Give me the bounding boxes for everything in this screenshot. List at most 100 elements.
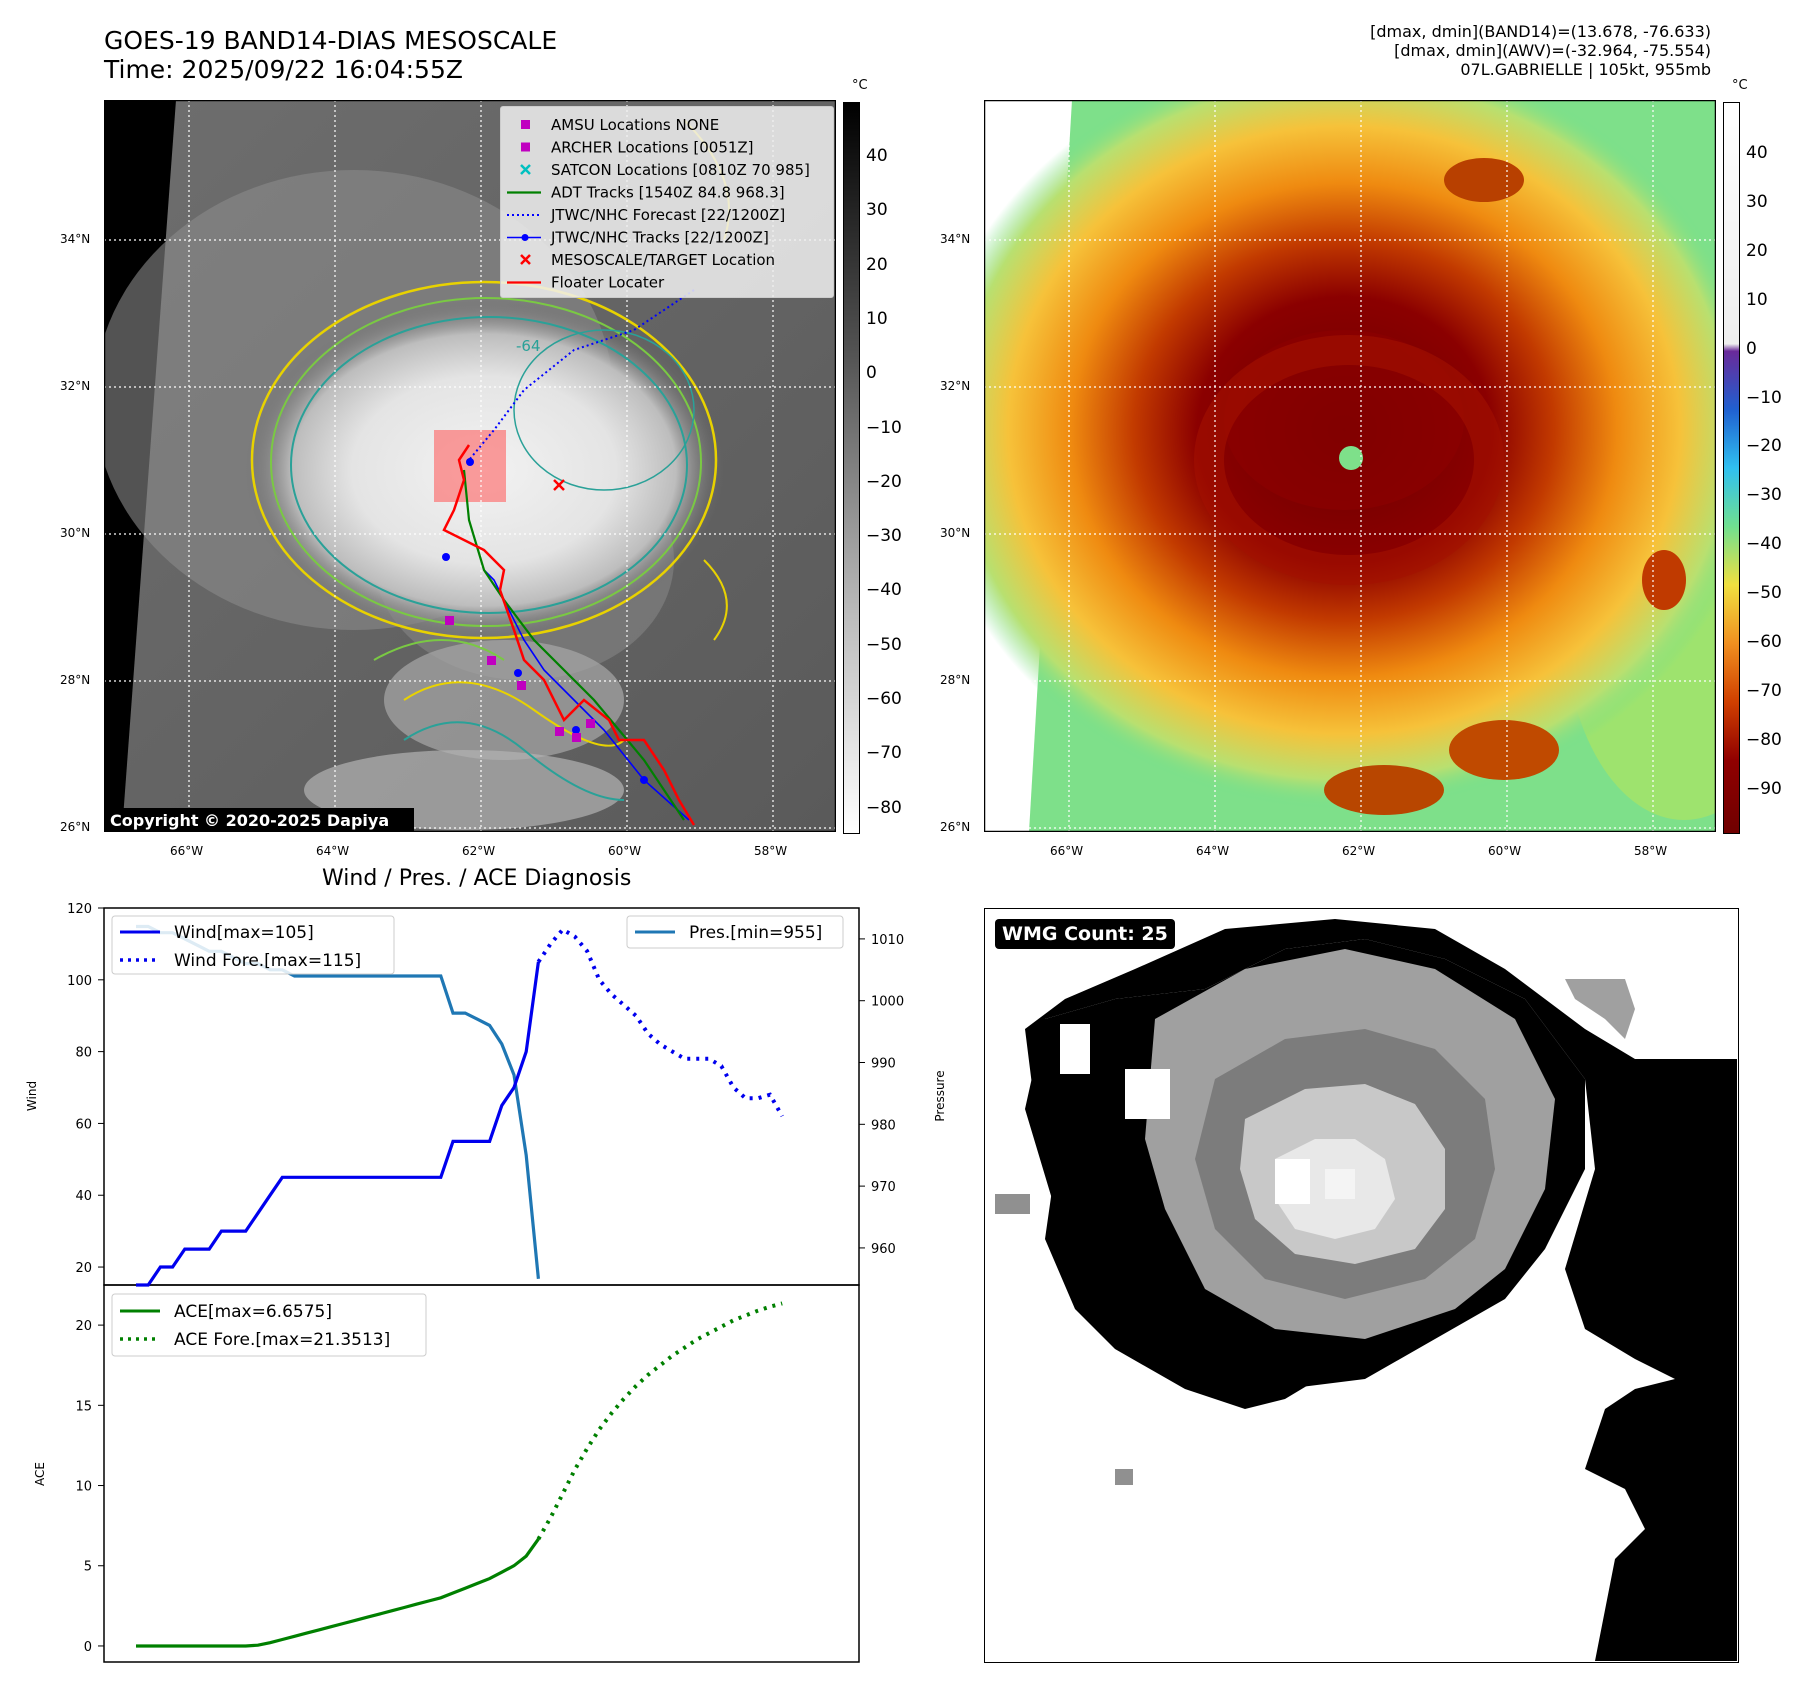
map-lat-28: 28°N bbox=[60, 673, 91, 687]
colorbar-tick: 20 bbox=[866, 254, 888, 275]
ace-axes-frame bbox=[103, 1284, 860, 1663]
colorbar-tick: −60 bbox=[866, 689, 902, 709]
copyright-label: Copyright © 2020-2025 Dapiya bbox=[110, 811, 389, 830]
ir-lon-58: 58°W bbox=[1634, 844, 1668, 858]
pres-tick-label: 960 bbox=[871, 1242, 896, 1257]
colorbar-tick: 0 bbox=[1746, 338, 1757, 359]
pressure-ylabel: Pressure bbox=[933, 1070, 947, 1121]
colorbar-tick: −50 bbox=[1746, 583, 1782, 604]
ir-lon-66: 66°W bbox=[1050, 844, 1084, 858]
pressure-line bbox=[136, 924, 540, 1279]
wind-ylabel: Wind bbox=[25, 1081, 39, 1111]
ir-lat-32: 32°N bbox=[940, 379, 971, 393]
wind-line bbox=[136, 961, 540, 1287]
ace-line bbox=[136, 1538, 540, 1648]
legend-entry: SATCON Locations [0810Z 70 985] bbox=[520, 161, 810, 179]
colorbar-tick: −20 bbox=[1746, 436, 1782, 457]
colorbar-tick: −20 bbox=[866, 471, 902, 492]
colorbar-tick: −90 bbox=[1746, 778, 1782, 799]
figure-title: GOES-19 BAND14-DIAS MESOSCALE Time: 2025… bbox=[104, 26, 557, 84]
info-block: [dmax, dmin](BAND14)=(13.678, -76.633) [… bbox=[1370, 22, 1711, 79]
wind-tick-label: 20 bbox=[75, 1261, 92, 1276]
legend-wind-fore: Wind Fore.[max=115] bbox=[174, 951, 361, 971]
ir-lat-34: 34°N bbox=[940, 232, 971, 246]
map-lat-34: 34°N bbox=[60, 232, 91, 246]
wind-tick-label: 120 bbox=[67, 902, 92, 917]
legend-entry: Floater Locater bbox=[507, 274, 665, 292]
legend-marker-dot bbox=[521, 234, 529, 241]
contour-label: -64 bbox=[516, 337, 541, 355]
colorbar-tick: −80 bbox=[1746, 729, 1782, 750]
map-lon-62: 62°W bbox=[462, 844, 496, 858]
ir-image bbox=[924, 50, 1797, 833]
wind-legend: Wind[max=105] Wind Fore.[max=115] bbox=[111, 915, 395, 975]
legend-ace: ACE[max=6.6575] bbox=[174, 1302, 332, 1322]
legend-label: AMSU Locations NONE bbox=[551, 116, 719, 134]
map-colorbar bbox=[843, 102, 860, 834]
colorbar-tick: 40 bbox=[866, 146, 888, 166]
ir-panel bbox=[924, 50, 1797, 833]
colorbar-tick: −30 bbox=[1746, 485, 1782, 506]
ace-ylabel: ACE bbox=[33, 1462, 47, 1486]
colorbar-tick: −40 bbox=[1746, 534, 1782, 555]
legend-marker bbox=[520, 254, 531, 265]
legend-label: MESOSCALE/TARGET Location bbox=[551, 251, 775, 269]
colorbar-tick: 40 bbox=[1746, 143, 1768, 163]
ir-colorbar bbox=[1723, 102, 1740, 834]
legend-entry: MESOSCALE/TARGET Location bbox=[520, 251, 775, 269]
ace-tick-label: 0 bbox=[84, 1640, 92, 1655]
legend-entry: ADT Tracks [1540Z 84.8 968.3] bbox=[507, 184, 785, 202]
pres-tick-label: 1010 bbox=[871, 933, 904, 948]
ace-tick-label: 10 bbox=[75, 1480, 92, 1495]
map-lon-58: 58°W bbox=[754, 844, 788, 858]
ace-legend: ACE[max=6.6575] ACE Fore.[max=21.3513] bbox=[111, 1293, 427, 1357]
diagnosis-title: Wind / Pres. / ACE Diagnosis bbox=[322, 866, 632, 891]
legend-wind: Wind[max=105] bbox=[174, 923, 314, 943]
colorbar-tick: 30 bbox=[866, 200, 888, 221]
wmg-panel: WMG Count: 25 bbox=[984, 908, 1739, 1663]
map-lon-64: 64°W bbox=[316, 844, 350, 858]
ir-lat-30: 30°N bbox=[940, 526, 971, 540]
legend-ace-fore: ACE Fore.[max=21.3513] bbox=[174, 1330, 390, 1350]
colorbar-tick: −40 bbox=[866, 580, 902, 601]
legend-label: Floater Locater bbox=[551, 274, 665, 292]
legend-pres: Pres.[min=955] bbox=[689, 923, 822, 943]
map-panel: -64 Copyright © 2020-2025 Dapiya AMSU Lo… bbox=[94, 99, 837, 833]
legend-svg: AMSU Locations NONE ARCHER Locations [005… bbox=[507, 116, 810, 292]
ir-lon-62: 62°W bbox=[1342, 844, 1376, 858]
map-colorbar-unit: °C bbox=[852, 78, 868, 93]
ir-lat-28: 28°N bbox=[940, 673, 971, 687]
pres-tick-label: 970 bbox=[871, 1180, 896, 1195]
ace-tick-label: 20 bbox=[75, 1319, 92, 1334]
ir-colorbar-unit: °C bbox=[1732, 78, 1748, 93]
legend-marker bbox=[521, 120, 530, 129]
legend-entry: JTWC/NHC Forecast [22/1200Z] bbox=[507, 206, 785, 224]
wind-tick-label: 100 bbox=[67, 974, 92, 989]
legend-marker bbox=[521, 142, 530, 152]
ir-lon-64: 64°W bbox=[1196, 844, 1230, 858]
map-lon-66: 66°W bbox=[170, 844, 204, 858]
colorbar-tick: −30 bbox=[866, 526, 902, 547]
wind-forecast-line bbox=[536, 926, 784, 1118]
colorbar-tick: 10 bbox=[866, 308, 888, 329]
map-colorbar-ticks: 40 30 20 10 0 −10 −20 −30 −40 −50 −60 −70 −80 bbox=[866, 102, 916, 832]
wind-tick-label: 40 bbox=[75, 1189, 92, 1204]
legend-label: JTWC/NHC Forecast [22/1200Z] bbox=[550, 206, 785, 224]
ace-tick-label: 5 bbox=[84, 1560, 92, 1575]
colorbar-tick: 20 bbox=[1746, 240, 1768, 261]
pres-legend: Pres.[min=955] bbox=[626, 915, 844, 949]
title-time: Time: 2025/09/22 16:04:55Z bbox=[104, 55, 463, 84]
colorbar-tick: −10 bbox=[866, 417, 902, 438]
colorbar-tick: −70 bbox=[1746, 680, 1782, 701]
info-storm: 07L.GABRIELLE | 105kt, 955mb bbox=[1460, 60, 1711, 79]
colorbar-tick: 30 bbox=[1746, 191, 1768, 212]
ace-forecast-line bbox=[536, 1301, 783, 1541]
pres-tick-label: 980 bbox=[871, 1118, 896, 1133]
wind-tick-label: 80 bbox=[75, 1046, 92, 1061]
colorbar-tick: −80 bbox=[866, 797, 902, 818]
ir-colorbar-ticks: 40 30 20 10 0 −10 −20 −30 −40 −50 −60 −70 −80 −90 bbox=[1746, 102, 1796, 832]
map-lat-26: 26°N bbox=[60, 820, 91, 834]
colorbar-tick: −70 bbox=[866, 743, 902, 764]
pres-tick-label: 990 bbox=[871, 1057, 896, 1072]
